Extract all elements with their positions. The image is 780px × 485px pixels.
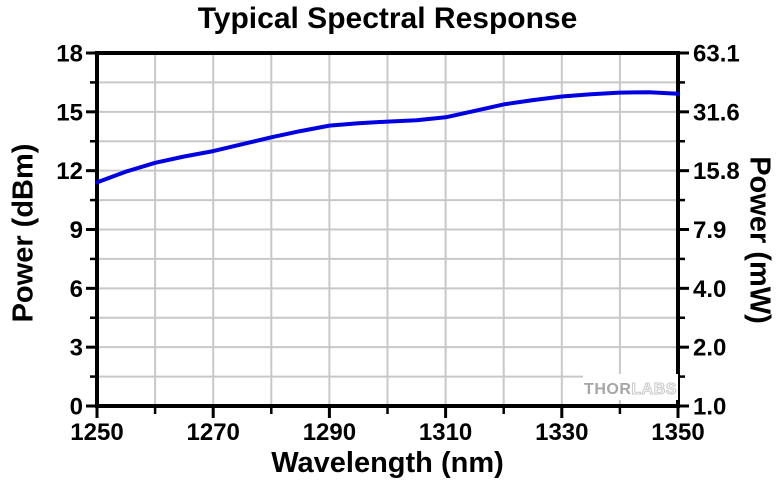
y-right-tick-label: 63.1 — [693, 41, 740, 68]
y-left-tick-label: 18 — [56, 41, 83, 68]
y-left-tick-label: 12 — [56, 158, 83, 185]
x-tick-label: 1290 — [303, 419, 356, 446]
y-left-tick-label: 0 — [70, 394, 83, 421]
y-right-tick-label: 1.0 — [693, 394, 726, 421]
y-right-tick-label: 15.8 — [693, 158, 740, 185]
y-left-tick-label: 9 — [70, 217, 83, 244]
x-tick-label: 1310 — [419, 419, 472, 446]
y-axis-title-left: Power (dBm) — [7, 143, 40, 323]
x-tick-label: 1250 — [70, 419, 123, 446]
chart-title: Typical Spectral Response — [197, 2, 578, 35]
x-tick-label: 1350 — [651, 419, 704, 446]
series-line — [95, 90, 680, 185]
y-right-tick-label: 31.6 — [693, 99, 740, 126]
y-left-tick-label: 6 — [70, 276, 83, 303]
plot-frame — [95, 51, 680, 408]
y-right-tick-label: 4.0 — [693, 276, 726, 303]
y-right-tick-label: 7.9 — [693, 217, 726, 244]
y-left-tick-label: 3 — [70, 335, 83, 362]
watermark-labs: LABS — [631, 381, 677, 398]
watermark-thor: THOR — [584, 381, 632, 398]
y-left-tick-label: 15 — [56, 99, 83, 126]
thorlabs-watermark: THOR LABS — [583, 374, 678, 400]
x-axis-title: Wavelength (nm) — [271, 447, 504, 479]
y-right-tick-label: 2.0 — [693, 335, 726, 362]
x-tick-label: 1330 — [535, 419, 588, 446]
y-axis-title-right: Power (mW) — [743, 156, 776, 324]
x-tick-label: 1270 — [187, 419, 240, 446]
